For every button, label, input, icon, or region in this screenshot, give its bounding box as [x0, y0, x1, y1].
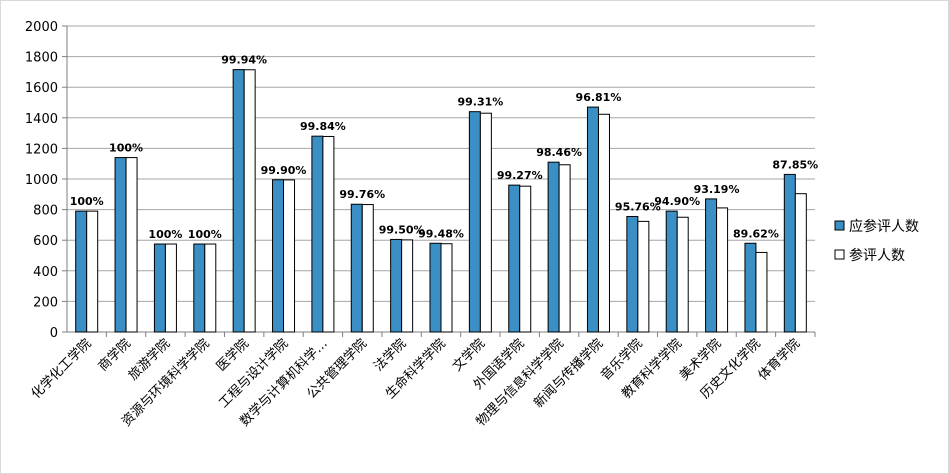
bar-series-1 [744, 242, 757, 333]
bar-series-2 [558, 164, 571, 333]
category-label: 新闻与传播学院 [531, 336, 607, 412]
bar-series-1 [114, 157, 127, 333]
bar-series-2 [716, 207, 729, 333]
category-label: 体育学院 [755, 336, 803, 384]
bar-series-2 [322, 135, 335, 333]
bar-series-2 [676, 216, 689, 333]
legend-label: 参评人数 [849, 247, 905, 264]
bar-series-1 [626, 215, 639, 333]
category-label: 商学院 [95, 336, 134, 375]
bar-series-2 [204, 243, 217, 333]
data-label: 99.27% [497, 169, 543, 182]
bar-series-2 [794, 193, 807, 333]
bar-series-1 [153, 243, 166, 333]
y-tick-label: 1800 [25, 51, 58, 66]
bars [75, 69, 807, 333]
bar-series-1 [232, 69, 245, 333]
bar-series-1 [586, 106, 599, 333]
data-label: 99.48% [418, 227, 464, 240]
data-label: 93.19% [694, 183, 740, 196]
bar-series-1 [193, 243, 206, 333]
bar-series-1 [75, 210, 88, 333]
data-label: 89.62% [733, 227, 779, 240]
bar-series-1 [665, 210, 678, 333]
bar-series-2 [125, 157, 138, 333]
y-tick-label: 200 [33, 295, 58, 310]
data-label: 98.46% [536, 146, 582, 159]
data-label: 99.76% [339, 188, 385, 201]
y-tick-label: 2000 [25, 20, 58, 35]
y-tick-label: 1000 [25, 173, 58, 188]
bar-series-1 [272, 179, 285, 333]
bar-series-2 [361, 204, 374, 333]
data-labels: 100% 100% 100% 100% 99.94% 99.90% 99.84% 99.76%… [70, 54, 819, 241]
bar-series-1 [705, 198, 718, 333]
legend-label: 应参评人数 [849, 218, 919, 235]
bar-series-2 [86, 210, 99, 333]
y-tick-label: 600 [33, 234, 58, 249]
data-label: 100% [70, 195, 104, 208]
data-label: 100% [188, 228, 222, 241]
bar-series-1 [311, 135, 324, 333]
bar-series-2 [755, 251, 768, 333]
bar-series-2 [597, 113, 610, 333]
axes: 0 200 400 600 800 1000 1200 1400 1600 1800 2000 [25, 20, 816, 341]
bar-series-1 [547, 161, 560, 333]
bar-series-2 [519, 185, 532, 333]
category-label: 法学院 [371, 336, 410, 375]
y-tick-label: 0 [50, 326, 58, 341]
data-label: 87.85% [772, 158, 818, 171]
category-label: 工程与设计学院 [216, 336, 292, 412]
data-label: 99.31% [457, 96, 503, 109]
data-label: 94.90% [654, 195, 700, 208]
legend-swatch [834, 249, 845, 260]
y-tick-label: 400 [33, 265, 58, 280]
data-label: 99.84% [300, 120, 346, 133]
data-label: 99.50% [379, 223, 425, 236]
y-tick-label: 800 [33, 204, 58, 219]
bar-series-2 [283, 179, 296, 333]
bar-series-1 [390, 238, 403, 333]
bar-series-2 [637, 220, 650, 333]
legend-swatch [834, 220, 845, 231]
grid-lines [67, 25, 815, 302]
bar-series-1 [350, 203, 363, 333]
bar-series-1 [429, 242, 442, 333]
bar-series-1 [468, 111, 481, 333]
bar-series-1 [508, 184, 521, 333]
category-label: 化学化工学院 [28, 336, 94, 402]
bar-series-2 [479, 112, 492, 333]
data-label: 100% [109, 142, 143, 155]
data-label: 100% [148, 228, 182, 241]
bar-series-2 [164, 243, 177, 333]
category-label: 文学院 [449, 336, 488, 375]
data-label: 95.76% [615, 200, 661, 213]
data-label: 99.94% [221, 54, 267, 67]
data-label: 99.90% [261, 164, 307, 177]
y-tick-label: 1200 [25, 142, 58, 157]
bar-series-1 [783, 173, 796, 333]
category-label: 医学院 [213, 336, 252, 375]
bar-series-2 [440, 243, 453, 333]
y-tick-label: 1600 [25, 81, 58, 96]
y-tick-label: 1400 [25, 112, 58, 127]
data-label: 96.81% [576, 91, 622, 104]
bar-series-2 [401, 239, 414, 333]
bar-series-2 [243, 69, 256, 333]
